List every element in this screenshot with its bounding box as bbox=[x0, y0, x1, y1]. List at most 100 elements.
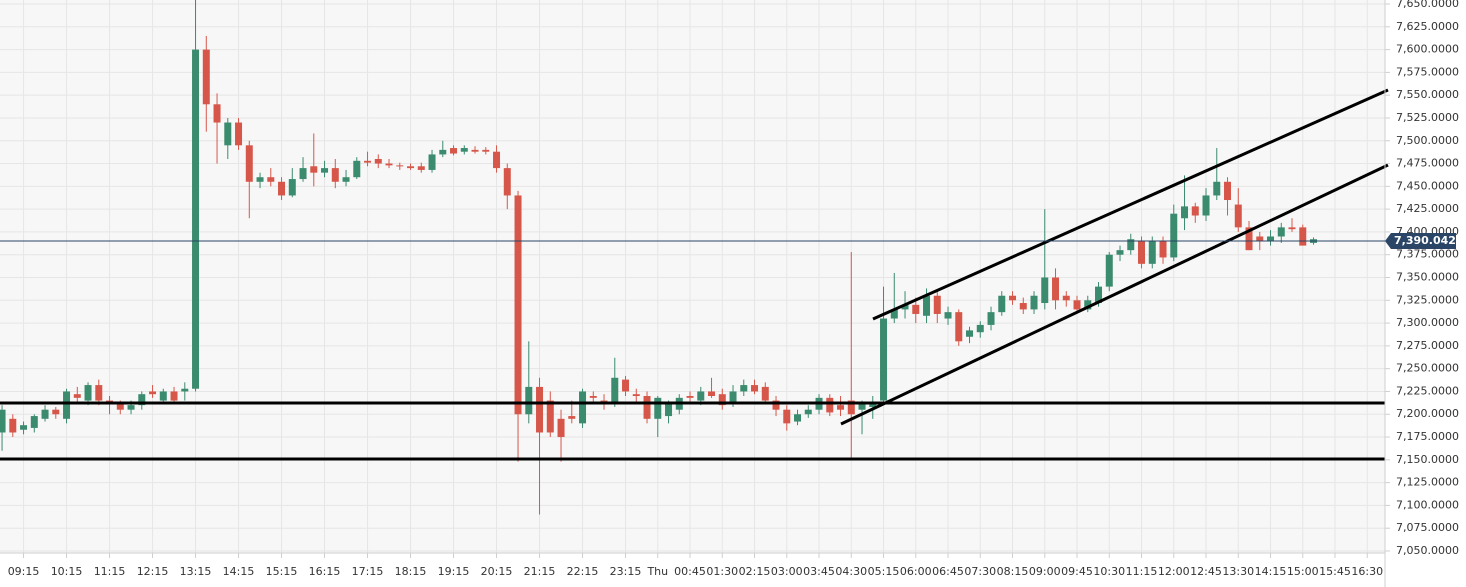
candle-body bbox=[546, 400, 554, 433]
candle-body bbox=[858, 403, 866, 410]
candle-body bbox=[95, 385, 103, 401]
candle-body bbox=[654, 397, 662, 419]
candle-body bbox=[224, 122, 232, 146]
candle-body bbox=[912, 304, 920, 314]
candle-body bbox=[0, 409, 6, 433]
candle-body bbox=[374, 158, 382, 164]
candle-body bbox=[213, 104, 221, 123]
candle-body bbox=[1116, 250, 1124, 255]
candle-body bbox=[396, 165, 404, 167]
candle-body bbox=[1148, 241, 1156, 264]
x-tick-label: 03:45 bbox=[803, 565, 835, 578]
x-tick-label: 20:15 bbox=[481, 565, 513, 578]
x-tick-label: 00:45 bbox=[674, 565, 706, 578]
candle-body bbox=[847, 400, 855, 415]
x-tick-label: Thu bbox=[646, 565, 668, 578]
candle-body bbox=[869, 403, 877, 407]
candle-body bbox=[622, 379, 630, 392]
candle-body bbox=[568, 416, 576, 419]
y-axis-background bbox=[1385, 0, 1466, 587]
candle-body bbox=[202, 49, 210, 105]
candle-body bbox=[41, 409, 49, 419]
candle-body bbox=[138, 394, 146, 406]
candle-body bbox=[181, 388, 189, 392]
y-tick-label: 7,525.0000 bbox=[1396, 111, 1459, 124]
candle-body bbox=[460, 148, 468, 152]
candle-body bbox=[686, 396, 694, 398]
x-axis-background bbox=[0, 553, 1385, 587]
x-tick-label: 15:00 bbox=[1287, 565, 1319, 578]
candle-body bbox=[579, 391, 587, 424]
candle-body bbox=[1213, 181, 1221, 196]
candle-body bbox=[901, 304, 909, 310]
last-price-tag bbox=[1385, 232, 1456, 249]
y-tick-label: 7,050.0000 bbox=[1396, 544, 1459, 557]
candle-body bbox=[729, 391, 737, 404]
candle-body bbox=[471, 149, 479, 152]
candle-body bbox=[439, 149, 447, 155]
candle-body bbox=[1234, 204, 1242, 228]
candle-body bbox=[826, 397, 834, 413]
x-tick-label: 19:15 bbox=[438, 565, 470, 578]
candle-body bbox=[288, 179, 296, 196]
candle-body bbox=[783, 409, 791, 424]
y-tick-label: 7,225.0000 bbox=[1396, 384, 1459, 397]
y-tick-label: 7,375.0000 bbox=[1396, 248, 1459, 261]
x-tick-label: 12:45 bbox=[1190, 565, 1222, 578]
candles bbox=[0, 0, 1318, 515]
candle-body bbox=[708, 391, 716, 397]
candle-body bbox=[697, 391, 705, 401]
candle-body bbox=[450, 148, 458, 154]
candle-body bbox=[998, 295, 1006, 313]
x-tick-label: 18:15 bbox=[395, 565, 427, 578]
y-tick-label: 7,425.0000 bbox=[1396, 202, 1459, 215]
candle-body bbox=[1041, 277, 1049, 304]
candle-body bbox=[718, 394, 726, 406]
candle-body bbox=[804, 409, 812, 415]
candle-body bbox=[192, 49, 200, 389]
y-tick-label: 7,625.0000 bbox=[1396, 20, 1459, 33]
channel-line bbox=[840, 163, 1389, 426]
candle-body bbox=[482, 149, 490, 152]
x-tick-label: 21:15 bbox=[524, 565, 556, 578]
candle-body bbox=[310, 166, 318, 173]
x-tick-label: 11:15 bbox=[1126, 565, 1158, 578]
x-tick-label: 16:30 bbox=[1351, 565, 1383, 578]
y-tick-label: 7,550.0000 bbox=[1396, 88, 1459, 101]
y-tick-label: 7,075.0000 bbox=[1396, 521, 1459, 534]
x-tick-label: 01:30 bbox=[706, 565, 738, 578]
candle-body bbox=[321, 168, 329, 173]
candle-body bbox=[751, 385, 759, 392]
candle-body bbox=[342, 177, 350, 182]
candle-body bbox=[890, 309, 898, 319]
y-tick-label: 7,350.0000 bbox=[1396, 271, 1459, 284]
candle-body bbox=[52, 409, 60, 415]
candle-body bbox=[665, 403, 673, 417]
x-tick-label: 03:00 bbox=[771, 565, 803, 578]
candle-body bbox=[503, 168, 511, 196]
candle-body bbox=[1105, 254, 1113, 287]
x-tick-label: 15:45 bbox=[1319, 565, 1351, 578]
candle-body bbox=[933, 295, 941, 314]
y-tick-label: 7,200.0000 bbox=[1396, 407, 1459, 420]
x-tick-label: 17:15 bbox=[352, 565, 384, 578]
candle-body bbox=[63, 391, 71, 419]
x-tick-label: 09:15 bbox=[8, 565, 40, 578]
candle-body bbox=[1019, 303, 1027, 310]
candle-body bbox=[127, 405, 135, 410]
candle-body bbox=[30, 416, 38, 428]
candle-body bbox=[1191, 206, 1199, 216]
x-tick-label: 16:15 bbox=[309, 565, 341, 578]
x-tick-label: 14:15 bbox=[1255, 565, 1287, 578]
candle-body bbox=[73, 394, 81, 398]
y-tick-label: 7,650.0000 bbox=[1396, 0, 1459, 10]
candle-body bbox=[772, 400, 780, 410]
candle-body bbox=[525, 386, 533, 415]
last-price-label: 7,390.0420 bbox=[1394, 234, 1464, 247]
x-tick-label: 10:15 bbox=[51, 565, 83, 578]
x-tick-label: 11:15 bbox=[94, 565, 126, 578]
candle-body bbox=[84, 385, 92, 401]
candle-body bbox=[353, 160, 361, 178]
candle-body bbox=[611, 377, 619, 404]
